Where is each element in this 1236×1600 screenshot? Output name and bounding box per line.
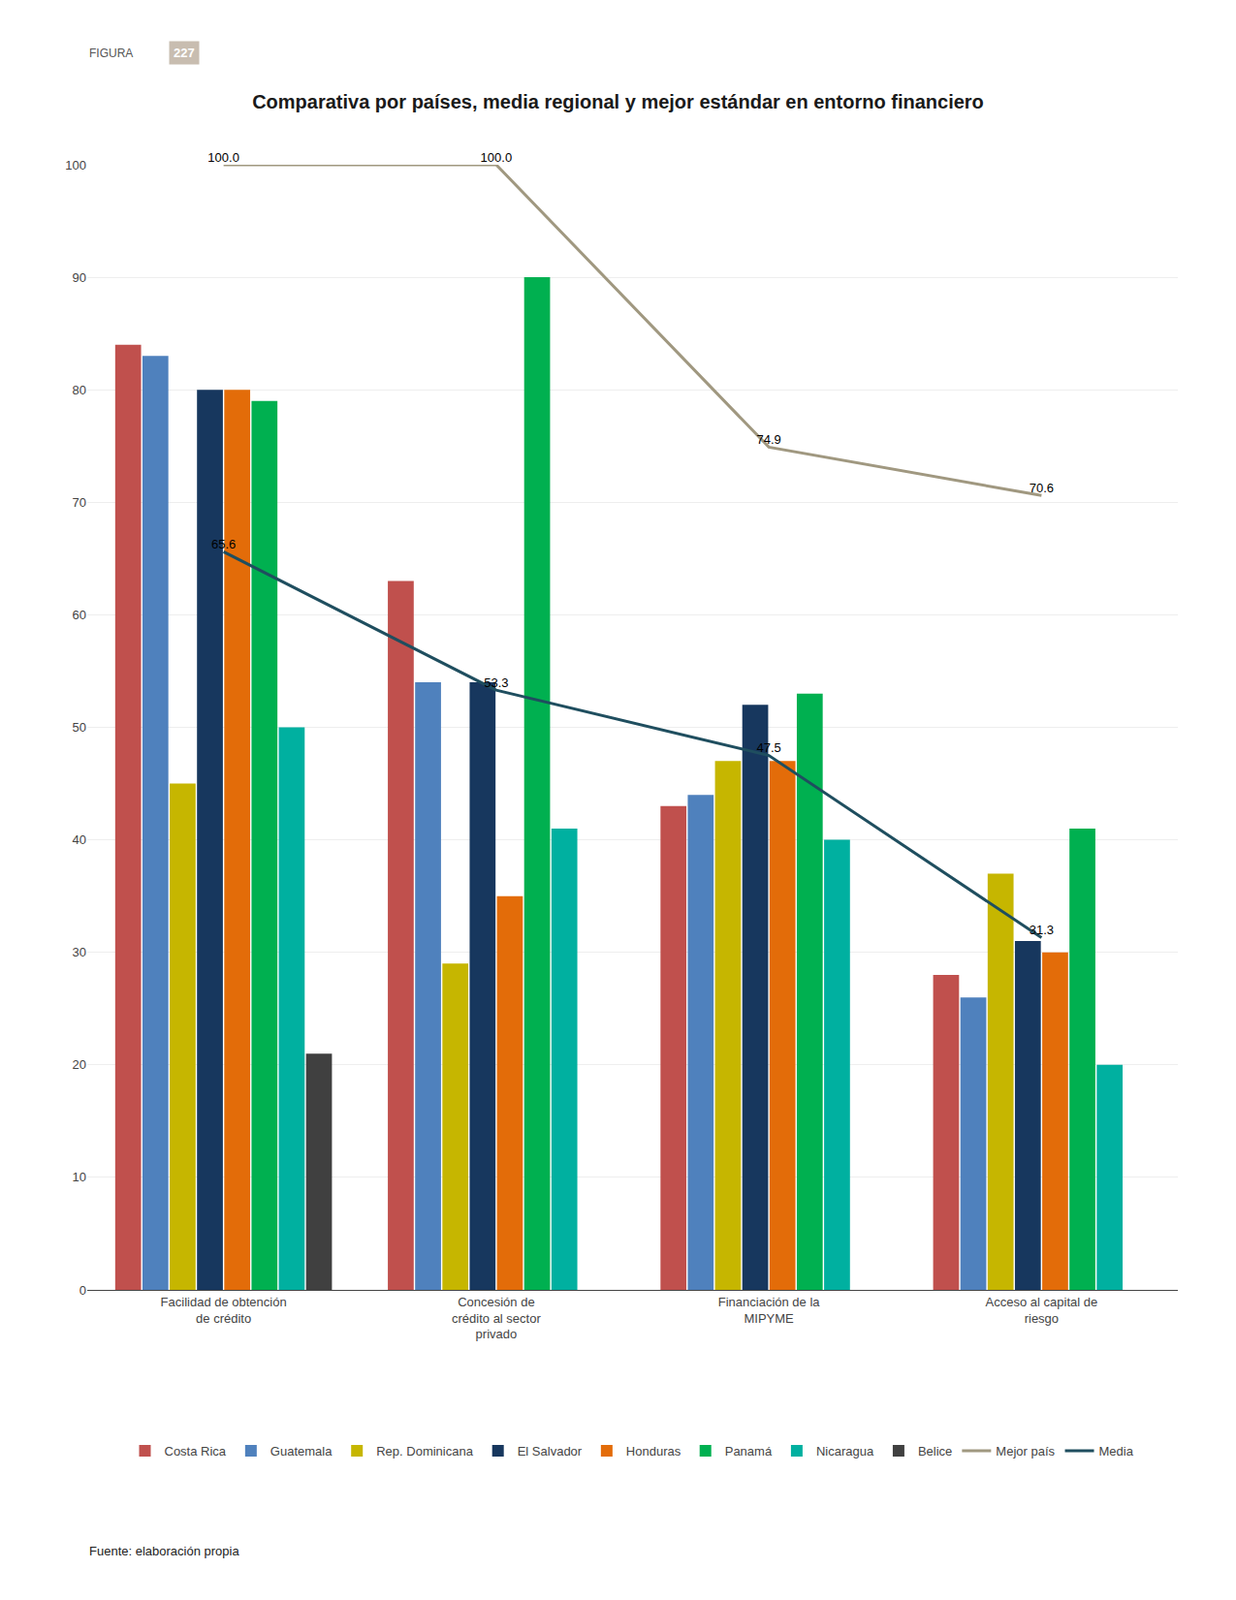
svg-text:90: 90 (72, 270, 87, 286)
svg-text:Belice: Belice (918, 1444, 952, 1459)
svg-text:Acceso al capital deriesgo: Acceso al capital deriesgo (985, 1295, 1099, 1327)
svg-text:100: 100 (64, 158, 87, 173)
svg-text:Panamá: Panamá (725, 1444, 773, 1459)
svg-text:Honduras: Honduras (626, 1444, 682, 1459)
svg-text:227: 227 (173, 45, 195, 61)
svg-text:Comparativa por países, media: Comparativa por países, media regional y… (252, 91, 984, 113)
svg-text:El Salvador: El Salvador (517, 1444, 583, 1459)
svg-text:Rep. Dominicana: Rep. Dominicana (376, 1444, 474, 1459)
svg-text:20: 20 (72, 1057, 87, 1073)
svg-text:100.0: 100.0 (480, 150, 513, 165)
svg-text:70: 70 (72, 495, 87, 510)
svg-text:30: 30 (72, 945, 87, 960)
svg-text:40: 40 (72, 832, 87, 848)
svg-text:Costa Rica: Costa Rica (164, 1444, 227, 1459)
svg-text:80: 80 (72, 382, 87, 398)
svg-text:65.6: 65.6 (211, 537, 236, 552)
svg-text:47.5: 47.5 (756, 740, 781, 756)
svg-text:Media: Media (1099, 1444, 1135, 1459)
svg-text:FIGURA: FIGURA (89, 46, 133, 61)
svg-text:Financiación de laMIPYME: Financiación de laMIPYME (718, 1295, 822, 1327)
svg-text:Facilidad de obtenciónde crédi: Facilidad de obtenciónde crédito (160, 1295, 287, 1327)
svg-text:100.0: 100.0 (207, 150, 240, 165)
svg-text:Mejor país: Mejor país (995, 1444, 1055, 1459)
svg-text:53.3: 53.3 (483, 675, 508, 691)
svg-text:10: 10 (72, 1170, 87, 1185)
svg-text:0: 0 (79, 1283, 87, 1299)
svg-text:74.9: 74.9 (756, 432, 781, 447)
svg-text:60: 60 (72, 607, 87, 623)
svg-text:Guatemala: Guatemala (270, 1444, 333, 1459)
svg-text:Concesión decrédito al sectorp: Concesión decrédito al sectorprivado (451, 1295, 541, 1343)
svg-text:Fuente: elaboración propia: Fuente: elaboración propia (89, 1544, 240, 1559)
svg-text:50: 50 (72, 720, 87, 735)
svg-text:70.6: 70.6 (1029, 480, 1054, 496)
svg-text:31.3: 31.3 (1029, 922, 1054, 938)
svg-text:Nicaragua: Nicaragua (816, 1444, 875, 1459)
